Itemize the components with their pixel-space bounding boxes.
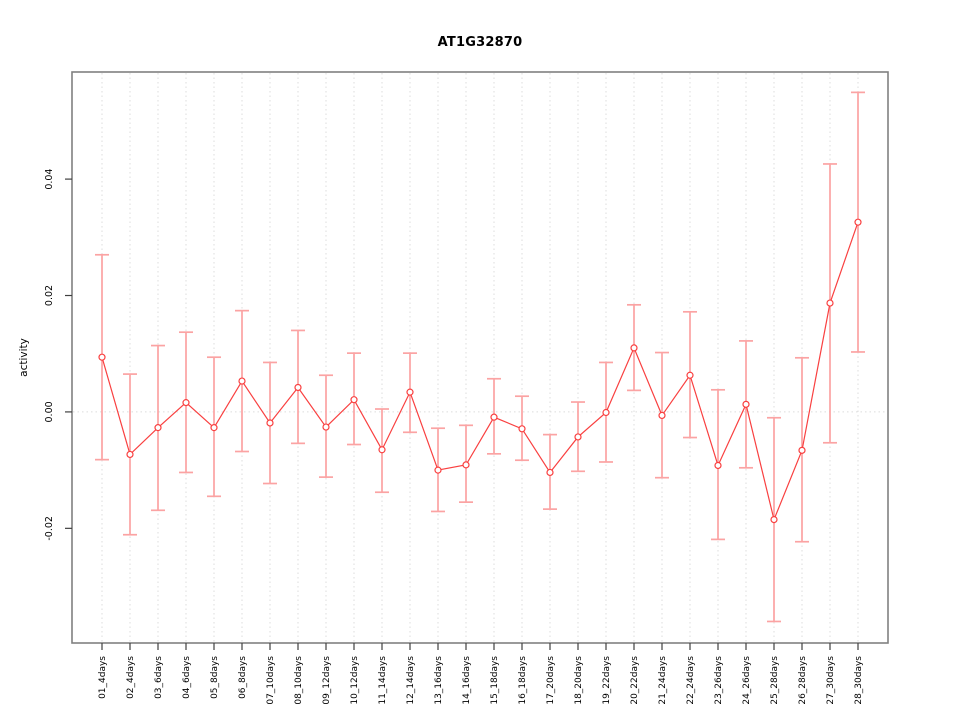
y-tick-label: 0.04 — [44, 169, 55, 190]
y-axis-title: activity — [18, 338, 30, 377]
data-point — [210, 424, 218, 432]
data-point — [322, 423, 330, 431]
data-point — [182, 399, 190, 407]
x-tick-label: 19_22days — [602, 656, 612, 705]
x-tick-label: 09_12days — [322, 656, 332, 705]
x-tick-label: 22_24days — [686, 656, 696, 705]
series-line — [101, 221, 859, 522]
error-bars — [95, 91, 865, 623]
x-tick-label: 04_6days — [182, 656, 192, 699]
x-tick-label: 10_12days — [350, 656, 360, 705]
x-tick-label: 24_26days — [742, 656, 752, 705]
x-tick-label: 11_14days — [378, 656, 388, 705]
data-point — [98, 353, 106, 361]
data-point — [462, 461, 470, 469]
x-tick-label: 15_18days — [490, 656, 500, 705]
x-tick-label: 03_6days — [154, 656, 164, 699]
data-point — [518, 425, 526, 433]
x-tick-label: 05_8days — [210, 656, 220, 699]
x-tick-label: 25_28days — [770, 656, 780, 705]
y-axis: -0.02 0.00 0.02 0.04 — [44, 169, 72, 541]
data-point — [238, 377, 246, 385]
data-point — [434, 466, 442, 474]
x-tick-label: 21_24days — [658, 656, 668, 705]
y-tick-label: 0.02 — [44, 285, 55, 306]
data-point — [742, 400, 750, 408]
x-tick-label: 27_30days — [826, 656, 836, 705]
data-point — [490, 413, 498, 421]
x-tick-label: 16_18days — [518, 656, 528, 705]
x-tick-label: 14_16days — [462, 656, 472, 705]
x-tick-label: 07_10days — [266, 656, 276, 705]
y-tick-label: -0.02 — [44, 516, 55, 541]
gridlines — [73, 73, 887, 642]
x-tick-label: 02_4days — [126, 656, 136, 699]
data-point — [126, 450, 134, 459]
data-point — [658, 411, 666, 420]
x-tick-label: 20_22days — [630, 656, 640, 705]
x-tick-label: 01_4days — [98, 656, 108, 699]
chart-title: AT1G32870 — [437, 35, 523, 50]
x-tick-label: 23_26days — [714, 656, 724, 705]
x-axis: 01_4days 02_4days 03_6days 04_6days 05_8days… — [98, 643, 864, 705]
data-point — [294, 383, 302, 392]
data-point — [406, 388, 414, 396]
data-point — [714, 461, 722, 470]
data-point — [686, 371, 694, 379]
data-point — [378, 446, 386, 454]
data-point — [546, 468, 554, 477]
data-points — [98, 218, 862, 524]
data-point — [798, 446, 806, 454]
data-point — [826, 299, 834, 307]
y-tick-label: 0.00 — [44, 401, 55, 422]
x-tick-label: 17_20days — [546, 656, 556, 705]
x-tick-label: 26_28days — [798, 656, 808, 705]
x-tick-label: 06_8days — [238, 656, 248, 699]
data-point — [602, 408, 610, 417]
x-tick-label: 28_30days — [854, 656, 864, 705]
data-point — [574, 433, 582, 441]
x-tick-label: 13_16days — [434, 656, 444, 705]
data-point — [854, 218, 862, 226]
data-point — [630, 344, 638, 352]
plot-box — [71, 71, 889, 644]
x-tick-label: 08_10days — [294, 656, 304, 705]
data-point — [154, 424, 162, 432]
data-point — [770, 516, 778, 524]
x-tick-label: 12_14days — [406, 656, 416, 705]
x-tick-label: 18_20days — [574, 656, 584, 705]
data-point — [350, 396, 358, 404]
data-point — [266, 419, 274, 427]
